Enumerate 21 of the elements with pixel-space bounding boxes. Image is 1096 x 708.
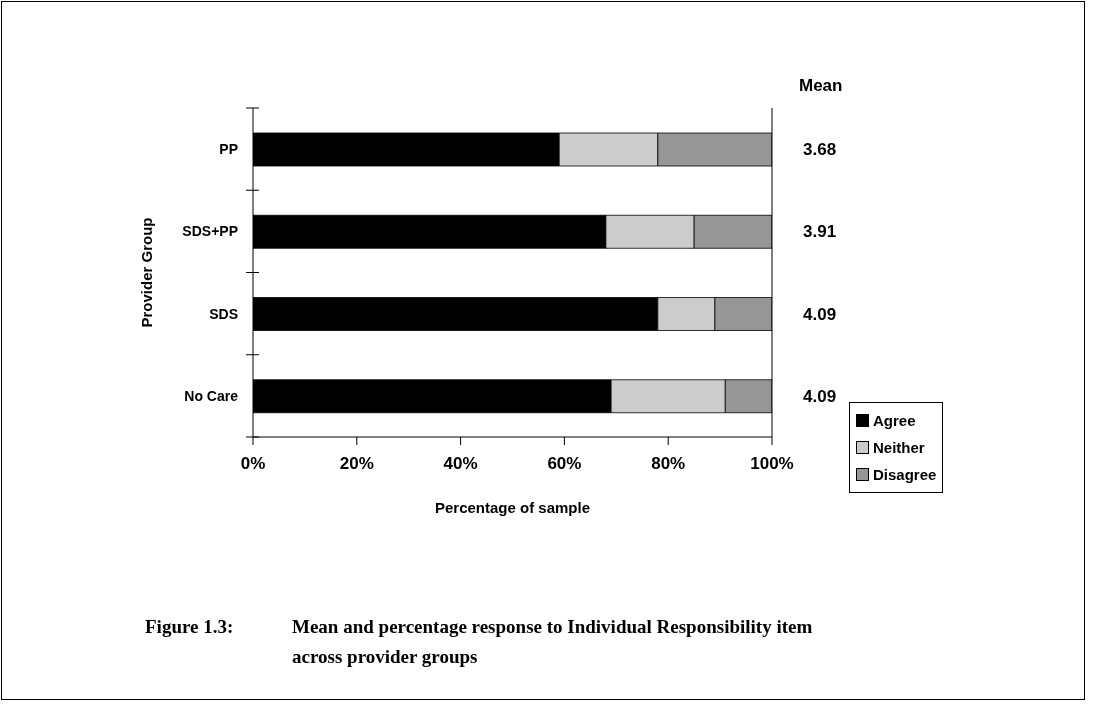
legend-label: Disagree [873, 465, 937, 485]
x-tick-label: 20% [339, 454, 374, 473]
y-tick-label: SDS+PP [182, 223, 238, 240]
x-tick-label: 40% [443, 454, 478, 473]
text: 4.09 [803, 386, 837, 406]
y-tick-label: PP [219, 141, 238, 158]
x-tick-label: 100% [750, 454, 794, 473]
x-axis-title: Percentage of sample [434, 499, 591, 516]
y-tick-label: SDS [209, 305, 238, 322]
x-tick-label: 80% [651, 454, 686, 473]
text: 4.09 [803, 304, 837, 324]
y-tick-label: No Care [184, 387, 239, 404]
text: Mean [799, 76, 843, 96]
legend-label: Neither [873, 438, 925, 458]
text: 3.91 [803, 222, 837, 242]
y-axis-title: Provider Group [137, 217, 155, 328]
chart-title: Figure 1.3: Mean and percentage response to Individual Responsibility item across provider groups [145, 616, 813, 667]
text: 3.68 [803, 140, 837, 160]
legend-label: Agree [873, 411, 916, 431]
x-tick-label: 60% [547, 454, 582, 473]
x-tick-label: 0% [240, 454, 266, 473]
